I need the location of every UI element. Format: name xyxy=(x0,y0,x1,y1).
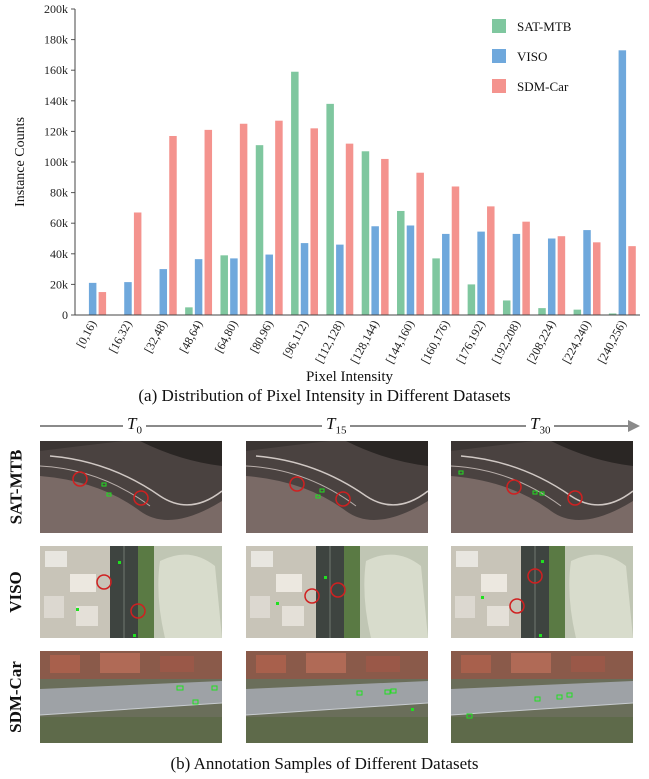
x-tick-label: [240,256) xyxy=(595,318,629,366)
x-tick-label: [176,192) xyxy=(453,318,487,366)
bar-viso xyxy=(265,254,273,315)
bar-sat-mtb xyxy=(432,258,440,315)
row-label-sat-mtb: SAT-MTB xyxy=(6,449,26,525)
sample-viso-t0 xyxy=(40,546,222,638)
bar-sdm-car xyxy=(98,292,107,315)
bar-sat-mtb xyxy=(361,151,370,315)
y-tick-label: 140k xyxy=(44,94,68,108)
legend-swatch-sdm-car xyxy=(492,79,506,93)
sample-sat-mtb-t30 xyxy=(451,441,633,533)
bar-viso xyxy=(336,244,344,315)
legend-label: SAT-MTB xyxy=(517,19,572,34)
legend-swatch-viso xyxy=(492,49,506,63)
y-tick-label: 60k xyxy=(50,216,68,230)
bar-viso xyxy=(230,258,238,315)
bar-sat-mtb xyxy=(255,145,264,315)
y-tick-label: 120k xyxy=(44,124,68,138)
bar-viso xyxy=(371,226,379,315)
time-label-t30: T30 xyxy=(526,414,555,437)
x-tick-label: [208,224) xyxy=(524,318,558,366)
bar-viso xyxy=(477,231,485,315)
caption-a: (a) Distribution of Pixel Intensity in D… xyxy=(138,386,511,405)
bar-viso xyxy=(406,225,415,315)
sample-sdm-car-t15 xyxy=(246,651,428,743)
x-tick-label: [80,96) xyxy=(247,318,276,355)
bar-viso xyxy=(618,50,627,316)
y-tick-label: 100k xyxy=(44,155,68,169)
bar-sdm-car xyxy=(592,242,601,315)
bar-sat-mtb xyxy=(326,103,334,315)
y-tick-label: 20k xyxy=(50,277,68,291)
legend-label: VISO xyxy=(517,49,547,64)
x-tick-label: [32,48) xyxy=(141,318,170,355)
bar-sdm-car xyxy=(275,120,283,315)
x-tick-label: [144,160) xyxy=(383,318,417,366)
sample-sat-mtb-t15 xyxy=(246,441,428,533)
bar-sdm-car xyxy=(416,172,424,315)
x-tick-label: [112,128) xyxy=(312,318,346,366)
bar-sdm-car xyxy=(345,143,354,315)
bar-sat-mtb xyxy=(397,210,405,315)
x-tick-label: [0,16) xyxy=(73,318,99,350)
bar-viso xyxy=(300,243,309,315)
bar-sdm-car xyxy=(239,123,248,315)
x-tick-label: [48,64) xyxy=(176,318,205,355)
bar-sat-mtb xyxy=(291,71,299,315)
x-tick-label: [128,144) xyxy=(347,318,381,366)
sample-viso-t30 xyxy=(451,546,633,638)
x-tick-label: [192,208) xyxy=(489,318,523,366)
bar-sat-mtb xyxy=(467,284,476,315)
bar-sat-mtb xyxy=(502,300,511,315)
bar-sdm-car xyxy=(204,129,213,315)
y-axis-label: Instance Counts xyxy=(13,117,28,207)
legend-swatch-sat-mtb xyxy=(492,19,506,33)
x-tick-label: [96,112) xyxy=(280,318,311,360)
y-tick-label: 160k xyxy=(44,63,68,77)
bar-sat-mtb xyxy=(185,307,193,315)
bar-viso xyxy=(88,282,97,315)
bar-viso xyxy=(124,282,132,315)
bar-sdm-car xyxy=(522,221,530,315)
x-tick-label: [16,32) xyxy=(106,318,135,355)
bar-sat-mtb xyxy=(538,308,546,315)
bar-sdm-car xyxy=(557,236,566,315)
caption-b: (b) Annotation Samples of Different Data… xyxy=(170,754,479,773)
x-axis-label: Pixel Intensity xyxy=(306,369,394,385)
bar-viso xyxy=(159,269,168,315)
bar-sdm-car xyxy=(487,206,495,315)
bar-viso xyxy=(442,233,450,315)
bar-sdm-car xyxy=(451,186,460,315)
sample-sdm-car-t0 xyxy=(40,651,222,743)
bar-sdm-car xyxy=(628,246,636,315)
x-tick-label: [160,176) xyxy=(418,318,452,366)
bar-sat-mtb xyxy=(573,309,582,315)
time-label-t0: T0 xyxy=(123,414,146,437)
y-tick-label: 200k xyxy=(44,2,68,16)
bar-viso xyxy=(512,233,521,315)
sample-sat-mtb-t0 xyxy=(40,441,222,533)
row-label-viso: VISO xyxy=(6,571,26,613)
bar-viso xyxy=(194,259,203,315)
row-label-sdm-car: SDM-Car xyxy=(6,661,26,733)
x-tick-label: [224,240) xyxy=(559,318,593,366)
bar-viso xyxy=(583,230,591,315)
y-tick-label: 180k xyxy=(44,33,68,47)
sample-viso-t15 xyxy=(246,546,428,638)
legend-label: SDM-Car xyxy=(517,79,569,94)
sample-sdm-car-t30 xyxy=(451,651,633,743)
time-label-t15: T15 xyxy=(322,414,351,437)
bar-sdm-car xyxy=(381,158,389,315)
bar-sdm-car xyxy=(310,128,318,315)
bar-sdm-car xyxy=(169,135,177,315)
x-tick-label: [64,80) xyxy=(212,318,241,355)
y-tick-label: 80k xyxy=(50,186,68,200)
y-tick-label: 0 xyxy=(62,308,68,322)
bar-chart: 0 20k 40k 60k 80k 100k 120k 140k 160k 180k 200k [0,… xyxy=(13,2,640,385)
bar-viso xyxy=(547,238,556,315)
bar-sat-mtb xyxy=(220,255,228,315)
bar-sdm-car xyxy=(133,212,142,315)
y-tick-label: 40k xyxy=(50,247,68,261)
bar-sat-mtb xyxy=(608,313,617,315)
